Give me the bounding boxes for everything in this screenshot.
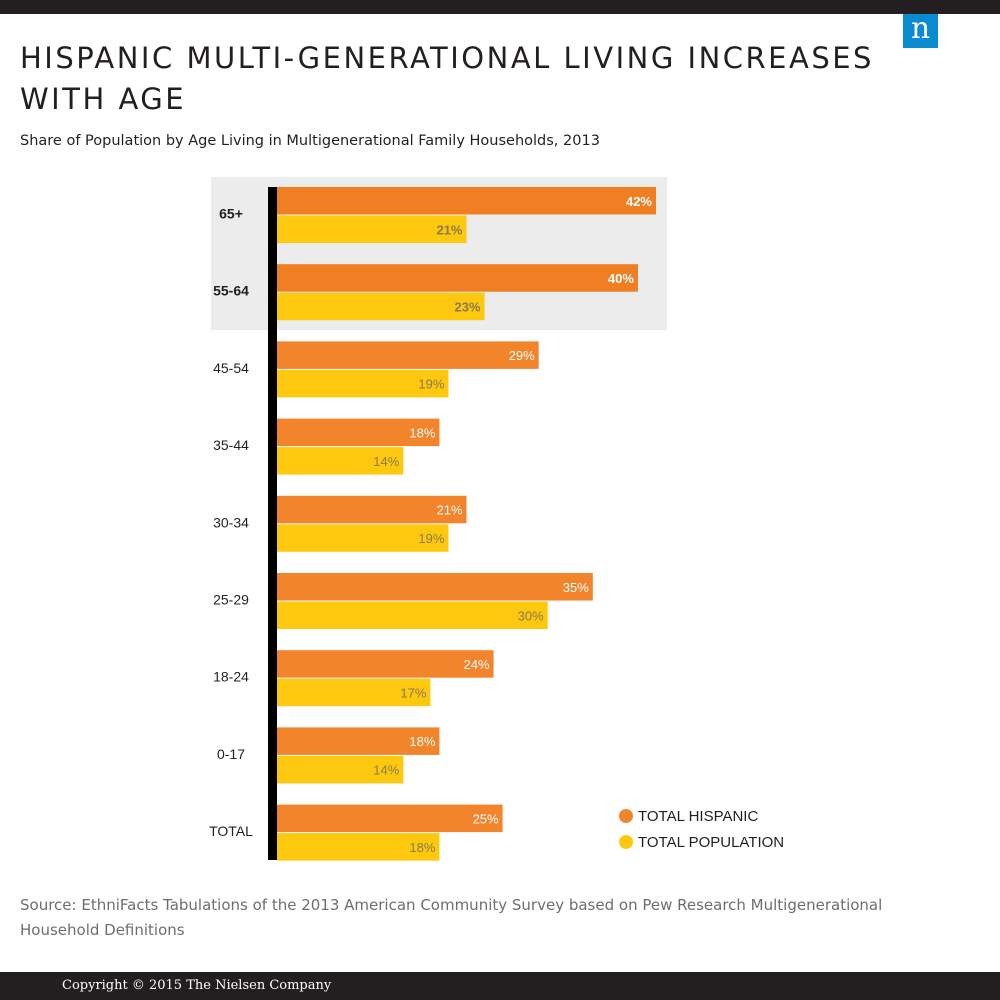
category-label-0-17: 0-17	[217, 746, 245, 762]
bar-population-total	[277, 833, 440, 861]
chart-subtitle: Share of Population by Age Living in Mul…	[20, 133, 600, 149]
category-label-65: 65+	[219, 206, 243, 222]
bar-hispanic-45-54	[277, 341, 539, 369]
data-label-hispanic-65: 42%	[626, 194, 652, 209]
bar-hispanic-35-44	[277, 418, 440, 447]
category-label-55-64: 55-64	[213, 283, 249, 299]
bar-population-18-24	[277, 678, 431, 707]
data-label-population-25-29: 30%	[518, 608, 544, 623]
data-label-hispanic-total: 25%	[473, 811, 499, 826]
legend-swatch-hispanic	[619, 809, 633, 823]
bar-hispanic-55-64	[277, 264, 638, 292]
category-label-18-24: 18-24	[213, 669, 249, 685]
data-label-population-55-64: 23%	[455, 299, 481, 314]
bar-population-0-17	[277, 755, 404, 784]
bar-population-25-29	[277, 601, 548, 629]
legend-label-population: TOTAL POPULATION	[638, 833, 785, 851]
data-label-population-65: 21%	[436, 222, 462, 237]
data-label-hispanic-55-64: 40%	[608, 271, 634, 286]
chart-title: HISPANIC MULTI-GENERATIONAL LIVING INCRE…	[20, 41, 874, 116]
category-label-35-44: 35-44	[213, 437, 249, 453]
data-label-hispanic-30-34: 21%	[436, 503, 462, 518]
data-label-hispanic-18-24: 24%	[464, 657, 490, 672]
bar-population-30-34	[277, 524, 449, 552]
category-label-30-34: 30-34	[213, 514, 249, 530]
bar-hispanic-65	[277, 187, 656, 215]
y-axis-line	[268, 187, 277, 860]
footer-bar: Copyright © 2015 The Nielsen Company	[0, 972, 1000, 1000]
bar-hispanic-18-24	[277, 650, 494, 678]
legend-swatch-population	[619, 835, 633, 849]
data-label-population-30-34: 19%	[418, 531, 444, 546]
data-label-population-total: 18%	[409, 840, 435, 855]
data-label-population-0-17: 14%	[373, 763, 399, 778]
bar-hispanic-25-29	[277, 573, 593, 601]
bar-population-35-44	[277, 447, 404, 475]
bar-population-65	[277, 215, 467, 243]
data-label-hispanic-35-44: 18%	[409, 425, 435, 440]
data-label-population-35-44: 14%	[373, 454, 399, 469]
legend-item-population: TOTAL POPULATION	[619, 829, 784, 855]
chart-legend: TOTAL HISPANIC TOTAL POPULATION	[619, 803, 784, 855]
nielsen-logo: n	[903, 14, 938, 48]
category-label-total: TOTAL	[209, 823, 253, 839]
category-label-25-29: 25-29	[213, 592, 249, 608]
data-label-hispanic-45-54: 29%	[509, 348, 535, 363]
category-label-45-54: 45-54	[213, 360, 249, 376]
bar-hispanic-30-34	[277, 495, 467, 524]
legend-label-hispanic: TOTAL HISPANIC	[638, 807, 759, 825]
data-label-hispanic-25-29: 35%	[563, 580, 589, 595]
legend-item-hispanic: TOTAL HISPANIC	[619, 803, 784, 829]
data-label-hispanic-0-17: 18%	[409, 734, 435, 749]
top-bar	[0, 0, 1000, 14]
bar-hispanic-0-17	[277, 727, 440, 755]
bar-population-45-54	[277, 369, 449, 398]
data-label-population-18-24: 17%	[400, 685, 426, 700]
bar-hispanic-total	[277, 804, 503, 833]
data-label-population-45-54: 19%	[418, 377, 444, 392]
bar-population-55-64	[277, 292, 485, 321]
copyright-text: Copyright © 2015 The Nielsen Company	[62, 978, 332, 993]
source-note: Source: EthniFacts Tabulations of the 20…	[20, 896, 883, 939]
